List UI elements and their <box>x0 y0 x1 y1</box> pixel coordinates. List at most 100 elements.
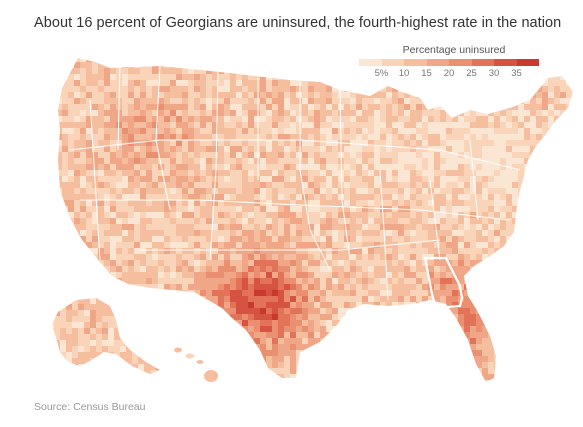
county-cell <box>110 278 117 285</box>
county-cell <box>62 62 69 69</box>
county-cell <box>122 128 129 135</box>
county-cell <box>374 170 381 177</box>
county-cell <box>92 194 99 201</box>
county-cell <box>410 58 417 63</box>
county-cell <box>494 164 501 171</box>
county-cell <box>128 308 135 315</box>
county-cell <box>530 338 537 345</box>
county-cell <box>230 62 237 69</box>
county-cell <box>260 164 267 171</box>
county-cell <box>560 230 567 237</box>
county-cell <box>554 230 561 237</box>
county-cell <box>452 374 459 381</box>
county-cell <box>242 236 249 243</box>
county-cell <box>272 188 279 195</box>
county-cell <box>272 380 279 382</box>
county-cell <box>110 194 117 201</box>
county-cell <box>494 206 501 213</box>
county-cell <box>434 164 441 171</box>
county-cell <box>506 86 513 93</box>
county-cell <box>188 320 195 327</box>
county-cell <box>464 368 471 375</box>
county-cell <box>98 152 105 159</box>
county-cell <box>374 368 381 375</box>
county-cell <box>260 242 267 249</box>
county-cell <box>554 62 561 69</box>
county-cell <box>572 236 573 243</box>
county-cell <box>200 68 207 75</box>
county-cell <box>224 368 231 375</box>
county-cell <box>428 212 435 219</box>
county-cell <box>572 368 573 375</box>
county-cell <box>230 200 237 207</box>
county-cell <box>278 272 285 279</box>
county-cell <box>428 170 435 177</box>
county-cell <box>188 380 195 382</box>
county-cell <box>194 98 201 105</box>
county-cell <box>302 176 309 183</box>
county-cell <box>530 110 537 117</box>
county-cell <box>194 194 201 201</box>
county-cell <box>122 272 129 279</box>
county-cell <box>500 368 507 375</box>
county-cell <box>548 248 555 255</box>
county-cell <box>452 110 459 117</box>
county-cell <box>494 146 501 153</box>
county-cell <box>446 320 453 327</box>
county-cell <box>158 206 165 213</box>
county-cell <box>452 302 459 309</box>
county-cell <box>524 58 531 63</box>
county-cell <box>296 110 303 117</box>
county-cell <box>308 104 315 111</box>
county-cell <box>242 68 249 75</box>
county-cell <box>536 152 543 159</box>
county-cell <box>104 164 111 171</box>
county-cell <box>110 284 117 291</box>
county-cell <box>566 368 573 375</box>
county-cell <box>254 320 261 327</box>
county-cell <box>464 206 471 213</box>
county-cell <box>332 152 339 159</box>
county-cell <box>362 80 369 87</box>
county-cell <box>134 128 141 135</box>
county-cell <box>98 62 105 69</box>
county-cell <box>488 242 495 249</box>
county-cell <box>146 266 153 273</box>
county-cell <box>116 182 123 189</box>
county-cell <box>338 326 345 333</box>
county-cell <box>110 260 117 267</box>
county-cell <box>578 62 583 68</box>
county-cell <box>212 164 219 171</box>
county-cell <box>428 326 435 333</box>
county-cell <box>284 62 291 69</box>
county-cell <box>560 278 567 285</box>
county-cell <box>488 74 495 81</box>
county-cell <box>326 188 333 195</box>
county-cell <box>110 290 117 297</box>
county-cell <box>206 134 213 141</box>
county-cell <box>320 86 327 93</box>
county-cell <box>188 194 195 201</box>
county-cell <box>224 152 231 159</box>
county-cell <box>548 290 555 297</box>
county-cell <box>434 86 441 93</box>
county-cell <box>566 344 573 351</box>
county-cell <box>506 158 513 165</box>
county-cell <box>518 314 525 321</box>
county-cell <box>308 152 315 159</box>
county-cell <box>194 260 201 267</box>
county-cell <box>350 284 357 291</box>
county-cell <box>464 218 471 225</box>
county-cell <box>368 254 375 261</box>
county-cell <box>284 314 291 321</box>
county-cell <box>500 218 507 225</box>
county-cell <box>356 230 363 237</box>
county-cell <box>116 170 123 177</box>
county-cell <box>512 272 519 279</box>
county-cell <box>470 98 477 105</box>
county-cell <box>164 110 171 117</box>
county-cell <box>92 152 99 159</box>
county-cell <box>302 128 309 135</box>
county-cell <box>524 188 531 195</box>
county-cell <box>206 260 213 267</box>
